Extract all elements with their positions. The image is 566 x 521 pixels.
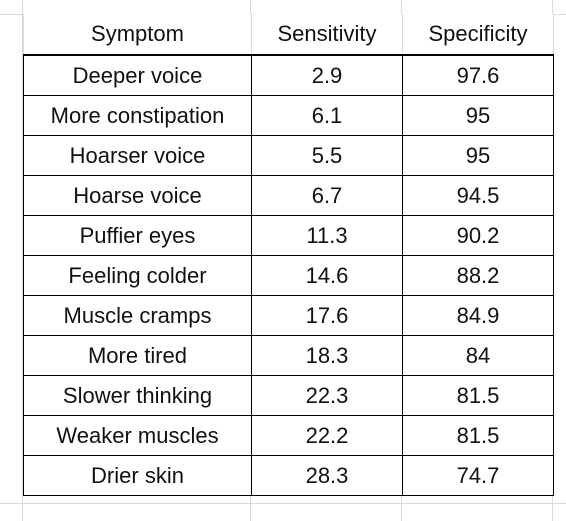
symptom-cell[interactable]: Puffier eyes [23, 215, 252, 256]
header-row: Symptom Sensitivity Specificity [23, 14, 554, 56]
sensitivity-cell[interactable]: 28.3 [251, 455, 403, 496]
table-row: More tired 18.3 84 [23, 335, 554, 376]
sensitivity-cell[interactable]: 5.5 [251, 135, 403, 176]
symptom-cell[interactable]: More tired [23, 335, 252, 376]
sensitivity-cell[interactable]: 11.3 [251, 215, 403, 256]
symptom-cell[interactable]: Hoarse voice [23, 175, 252, 216]
table-row: Feeling colder 14.6 88.2 [23, 255, 554, 296]
symptom-cell[interactable]: More constipation [23, 95, 252, 136]
specificity-cell[interactable]: 97.6 [402, 54, 554, 96]
sensitivity-cell[interactable]: 6.7 [251, 175, 403, 216]
sensitivity-cell[interactable]: 18.3 [251, 335, 403, 376]
table-row: Drier skin 28.3 74.7 [23, 455, 554, 496]
symptom-cell[interactable]: Slower thinking [23, 375, 252, 416]
table-row: Puffier eyes 11.3 90.2 [23, 215, 554, 256]
sensitivity-cell[interactable]: 6.1 [251, 95, 403, 136]
table-row: Weaker muscles 22.2 81.5 [23, 415, 554, 456]
symptom-cell[interactable]: Muscle cramps [23, 295, 252, 336]
column-header-symptom[interactable]: Symptom [23, 14, 252, 56]
table-row: Hoarse voice 6.7 94.5 [23, 175, 554, 216]
symptom-cell[interactable]: Drier skin [23, 455, 252, 496]
sensitivity-cell[interactable]: 22.2 [251, 415, 403, 456]
symptom-cell[interactable]: Deeper voice [23, 54, 252, 96]
specificity-cell[interactable]: 84.9 [402, 295, 554, 336]
table-row: Muscle cramps 17.6 84.9 [23, 295, 554, 336]
table-row: More constipation 6.1 95 [23, 95, 554, 136]
column-header-specificity[interactable]: Specificity [402, 14, 554, 56]
specificity-cell[interactable]: 81.5 [402, 375, 554, 416]
symptom-cell[interactable]: Weaker muscles [23, 415, 252, 456]
table-row: Deeper voice 2.9 97.6 [23, 54, 554, 96]
symptom-cell[interactable]: Feeling colder [23, 255, 252, 296]
symptom-cell[interactable]: Hoarser voice [23, 135, 252, 176]
sensitivity-cell[interactable]: 22.3 [251, 375, 403, 416]
sensitivity-cell[interactable]: 17.6 [251, 295, 403, 336]
specificity-cell[interactable]: 90.2 [402, 215, 554, 256]
sensitivity-cell[interactable]: 14.6 [251, 255, 403, 296]
specificity-cell[interactable]: 95 [402, 95, 554, 136]
specificity-cell[interactable]: 94.5 [402, 175, 554, 216]
column-header-sensitivity[interactable]: Sensitivity [251, 14, 403, 56]
table-row: Hoarser voice 5.5 95 [23, 135, 554, 176]
specificity-cell[interactable]: 74.7 [402, 455, 554, 496]
symptom-table: Symptom Sensitivity Specificity Deeper v… [23, 14, 554, 496]
sensitivity-cell[interactable]: 2.9 [251, 54, 403, 96]
gridline-horizontal [0, 503, 566, 504]
specificity-cell[interactable]: 95 [402, 135, 554, 176]
specificity-cell[interactable]: 81.5 [402, 415, 554, 456]
specificity-cell[interactable]: 84 [402, 335, 554, 376]
specificity-cell[interactable]: 88.2 [402, 255, 554, 296]
table-row: Slower thinking 22.3 81.5 [23, 375, 554, 416]
